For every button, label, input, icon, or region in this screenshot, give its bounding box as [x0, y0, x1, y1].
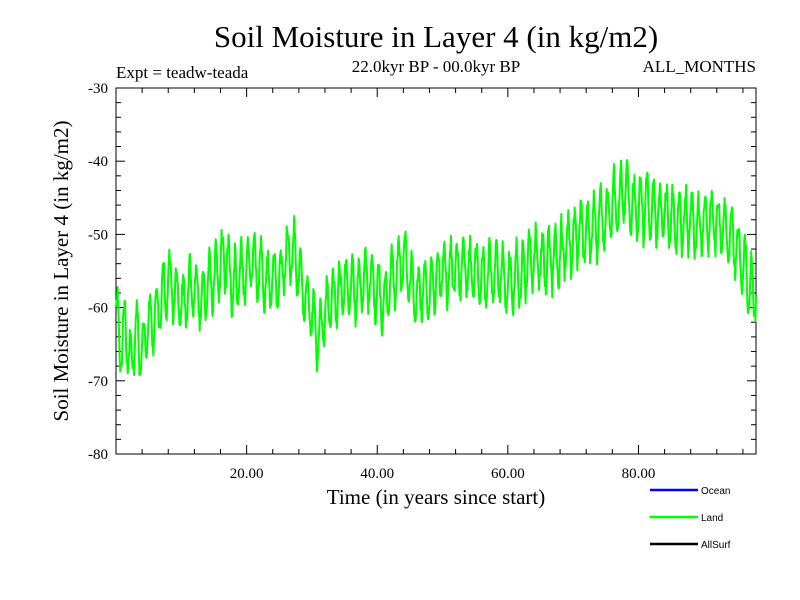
chart-subtitle: 22.0kyr BP - 00.0kyr BP [352, 57, 520, 76]
y-tick-label: -50 [88, 227, 108, 243]
season-label: ALL_MONTHS [643, 57, 756, 76]
x-tick-label: 60.00 [491, 466, 525, 482]
y-axis-label: Soil Moisture in Layer 4 (in kg/m2) [49, 121, 73, 422]
y-tick-label: -80 [88, 447, 108, 463]
legend-label-land: Land [701, 513, 723, 524]
x-tick-label: 20.00 [230, 466, 264, 482]
x-tick-label: 40.00 [360, 466, 394, 482]
legend-label-ocean: Ocean [701, 486, 730, 497]
plot-frame [115, 87, 757, 455]
series-layer [115, 158, 757, 377]
x-tick-label: 80.00 [622, 466, 656, 482]
x-axis: 20.00 40.00 60.00 80.00 [141, 88, 744, 482]
y-tick-label: -60 [88, 301, 108, 317]
legend-label-allsurf: AllSurf [701, 540, 731, 551]
y-tick-label: -30 [88, 81, 108, 97]
chart-title: Soil Moisture in Layer 4 (in kg/m2) [214, 19, 658, 54]
x-axis-label: Time (in years since start) [327, 485, 546, 509]
y-tick-label: -70 [88, 374, 108, 390]
legend: Ocean Land AllSurf [650, 486, 731, 551]
experiment-label: Expt = teadw-teada [116, 63, 249, 82]
y-tick-label: -40 [88, 154, 108, 170]
series-line-land [115, 158, 757, 377]
